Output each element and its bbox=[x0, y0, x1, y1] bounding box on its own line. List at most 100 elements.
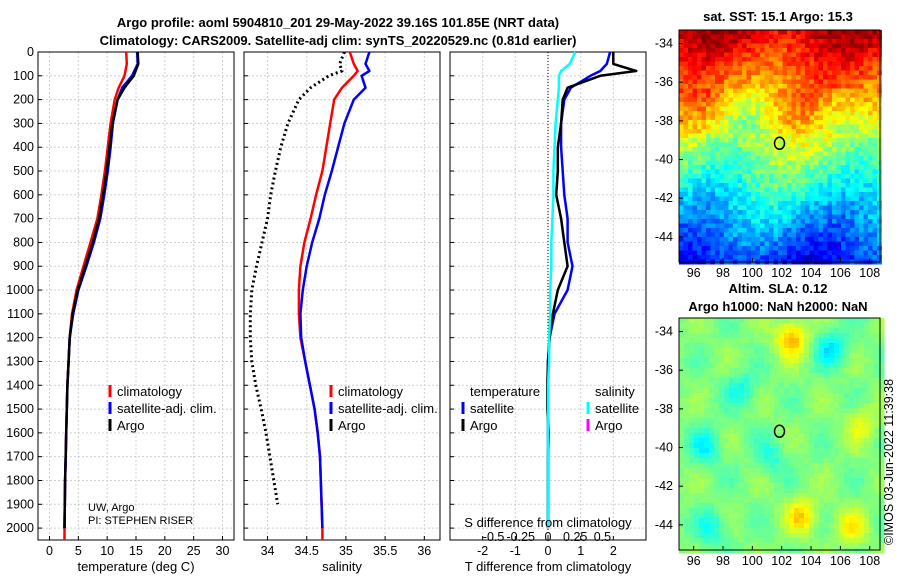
map-cell bbox=[755, 178, 761, 184]
map-cell bbox=[868, 57, 873, 62]
map-cell bbox=[859, 463, 865, 469]
map-cell bbox=[854, 205, 860, 211]
map-cell bbox=[859, 57, 864, 62]
map-cell bbox=[704, 443, 710, 449]
map-cell bbox=[724, 368, 730, 374]
map-cell bbox=[789, 398, 795, 404]
map-cell bbox=[742, 228, 747, 233]
map-cell bbox=[694, 393, 700, 399]
map-cell bbox=[759, 493, 765, 499]
map-cell bbox=[859, 201, 864, 206]
map-cell bbox=[849, 368, 855, 374]
map-cell bbox=[749, 463, 755, 469]
map-cell bbox=[751, 165, 756, 170]
map-cell bbox=[874, 398, 880, 404]
map-cell bbox=[874, 508, 880, 514]
map-cell bbox=[764, 368, 770, 374]
map-cell bbox=[729, 508, 735, 514]
map-cell bbox=[737, 39, 743, 44]
map-cell bbox=[701, 183, 707, 188]
map-cell bbox=[697, 52, 702, 58]
map-cell bbox=[859, 237, 864, 242]
map-cell bbox=[804, 508, 810, 514]
map-cell bbox=[778, 250, 783, 256]
map-cell bbox=[742, 124, 747, 130]
map-cell bbox=[864, 393, 870, 399]
map-cell bbox=[854, 468, 860, 474]
map-cell bbox=[823, 48, 828, 53]
map-cell bbox=[872, 97, 878, 103]
map-cell bbox=[818, 237, 824, 242]
map-cell bbox=[784, 538, 790, 544]
map-cell bbox=[729, 518, 735, 524]
map-cell bbox=[704, 363, 710, 369]
map-cell bbox=[829, 488, 835, 494]
map-cell bbox=[814, 241, 819, 247]
map-cell bbox=[692, 120, 698, 125]
map-cell bbox=[684, 333, 690, 339]
map-cell bbox=[754, 488, 760, 494]
map-cell bbox=[784, 458, 790, 464]
map-cell bbox=[823, 84, 828, 89]
map-cell bbox=[728, 124, 734, 130]
map-cell bbox=[679, 223, 684, 229]
map-cell bbox=[809, 147, 815, 152]
map-cell bbox=[719, 518, 725, 524]
map-cell bbox=[679, 30, 684, 35]
map-cell bbox=[751, 75, 756, 80]
map-cell bbox=[868, 169, 873, 175]
map-cell bbox=[709, 458, 715, 464]
map-cell bbox=[764, 488, 770, 494]
map-cell bbox=[836, 232, 842, 238]
map-cell bbox=[844, 478, 850, 484]
map-cell bbox=[755, 93, 761, 98]
map-cell bbox=[796, 228, 801, 233]
map-cell bbox=[683, 178, 689, 184]
map-cell bbox=[746, 88, 752, 94]
map-cell bbox=[836, 133, 842, 139]
x-tick-label: 1 bbox=[577, 544, 584, 558]
map-cell bbox=[874, 343, 880, 349]
map-cell bbox=[774, 513, 780, 519]
map-cell bbox=[872, 183, 878, 188]
map-cell bbox=[724, 97, 729, 103]
map-cell bbox=[832, 250, 837, 256]
map-cell bbox=[789, 498, 795, 504]
map-cell bbox=[733, 70, 738, 76]
map-cell bbox=[859, 443, 865, 449]
map-cell bbox=[728, 156, 734, 161]
map-cell bbox=[829, 418, 835, 424]
map-cell bbox=[849, 518, 855, 524]
map-cell bbox=[689, 473, 695, 479]
map-cell bbox=[804, 383, 810, 389]
map-cell bbox=[814, 192, 819, 197]
map-cell bbox=[841, 106, 846, 112]
map-cell bbox=[844, 398, 850, 404]
map-cell bbox=[800, 219, 806, 224]
map-cell bbox=[818, 34, 824, 40]
map-cell bbox=[774, 383, 780, 389]
map-cell bbox=[832, 255, 837, 260]
map-cell bbox=[724, 388, 730, 394]
map-cell bbox=[800, 201, 806, 206]
map-cell bbox=[841, 255, 846, 260]
map-cell bbox=[704, 328, 710, 334]
map-cell bbox=[784, 403, 790, 409]
map-cell bbox=[710, 160, 716, 166]
map-cell bbox=[710, 214, 716, 220]
map-cell bbox=[746, 84, 752, 89]
map-cell bbox=[864, 523, 870, 529]
map-cell bbox=[799, 383, 805, 389]
temperature-line-argo bbox=[63, 51, 140, 529]
map-cell bbox=[854, 373, 860, 379]
map-cell bbox=[868, 79, 873, 85]
map-cell bbox=[692, 111, 698, 116]
map-cell bbox=[764, 503, 770, 509]
map-cell bbox=[879, 318, 885, 324]
map-cell bbox=[874, 383, 880, 389]
map-cell bbox=[749, 453, 755, 459]
map-cell bbox=[724, 398, 730, 404]
map-cell bbox=[751, 205, 756, 211]
map-cell bbox=[829, 508, 835, 514]
map-cell bbox=[699, 343, 705, 349]
